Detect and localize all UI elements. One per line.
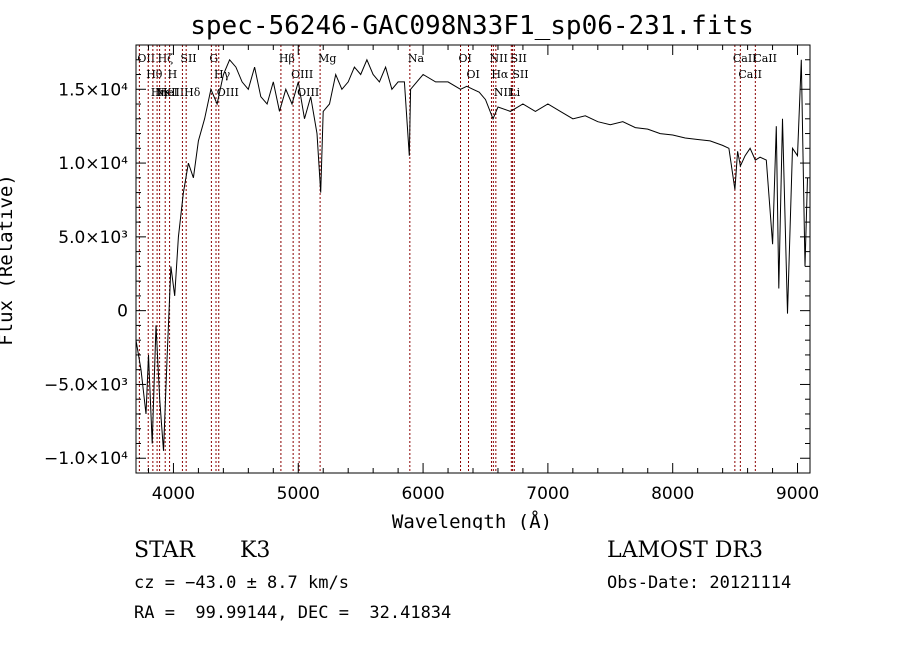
spectrum-line bbox=[135, 58, 808, 451]
y-tick-label: −1.0×10⁴ bbox=[44, 449, 128, 469]
line-marker-label: CaII bbox=[738, 68, 762, 81]
line-marker-label: SII bbox=[511, 52, 527, 65]
x-tick-label: 9000 bbox=[776, 484, 819, 504]
line-marker-label: SII bbox=[180, 52, 196, 65]
line-marker-label: Hη bbox=[151, 86, 167, 99]
line-marker-label: NeIII bbox=[155, 86, 184, 99]
line-marker-label: NII bbox=[494, 86, 512, 99]
y-tick-label: 5.0×10³ bbox=[58, 228, 128, 248]
line-marker-label: OIII bbox=[297, 86, 319, 99]
y-axis: −1.0×10⁴ −5.0×10³ 0 5.0×10³ 1.0×10⁴ 1.5×10⁴ bbox=[44, 44, 810, 469]
line-marker-label: CaII bbox=[753, 52, 777, 65]
line-marker-label: OIII bbox=[291, 68, 313, 81]
line-marker-label: HeI bbox=[158, 86, 178, 99]
y-tick-label: 1.0×10⁴ bbox=[58, 154, 128, 174]
spectrum-series bbox=[135, 58, 808, 451]
x-tick-label: 4000 bbox=[152, 484, 195, 504]
line-marker-label: NII bbox=[489, 52, 507, 65]
object-class: STAR bbox=[134, 538, 195, 563]
y-axis-label: Flux (Relative) bbox=[0, 174, 17, 346]
object-subclass: K3 bbox=[240, 538, 271, 563]
x-tick-label: 5000 bbox=[277, 484, 320, 504]
line-marker-label: OII bbox=[137, 52, 155, 65]
coordinates: RA = 99.99144, DEC = 32.41834 bbox=[134, 603, 452, 623]
line-markers: OIIHθHηNeIIIHζHeIKHSIIHδGHγOIIIHβOIIIOII… bbox=[137, 45, 777, 473]
line-marker-label: H bbox=[168, 68, 178, 81]
line-marker-label: Li bbox=[509, 86, 520, 99]
line-marker-label: CaII bbox=[733, 52, 757, 65]
line-marker-label: SII bbox=[512, 68, 528, 81]
x-tick-label: 8000 bbox=[651, 484, 694, 504]
survey-name: LAMOST DR3 bbox=[607, 538, 763, 563]
y-tick-label: −5.0×10³ bbox=[44, 375, 128, 395]
spectrum-chart: spec-56246-GAC098N33F1_sp06-231.fits OII… bbox=[0, 11, 819, 530]
y-tick-label: 0 bbox=[117, 302, 128, 322]
redshift-velocity: cz = −43.0 ± 8.7 km/s bbox=[134, 573, 349, 593]
line-marker-label: OIII bbox=[217, 86, 239, 99]
line-marker-label: Hα bbox=[491, 68, 509, 81]
x-axis-label: Wavelength (Å) bbox=[392, 510, 552, 530]
line-marker-label: Hγ bbox=[214, 68, 231, 81]
line-marker-label: K bbox=[163, 86, 172, 99]
line-marker-label: Mg bbox=[318, 52, 336, 65]
observation-date: Obs-Date: 20121114 bbox=[607, 573, 792, 593]
line-marker-label: OI bbox=[467, 68, 480, 81]
y-tick-label: 1.5×10⁴ bbox=[58, 80, 128, 100]
chart-title: spec-56246-GAC098N33F1_sp06-231.fits bbox=[190, 11, 754, 41]
x-tick-label: 6000 bbox=[401, 484, 444, 504]
line-marker-label: OI bbox=[459, 52, 472, 65]
line-marker-label: G bbox=[209, 52, 218, 65]
x-tick-label: 7000 bbox=[526, 484, 569, 504]
x-axis: 4000 5000 6000 7000 8000 9000 bbox=[147, 45, 819, 504]
line-marker-label: Hδ bbox=[184, 86, 201, 99]
plot-frame bbox=[135, 44, 811, 474]
line-marker-label: Hθ bbox=[146, 68, 163, 81]
line-marker-label: Na bbox=[408, 52, 425, 65]
line-marker-label: Hβ bbox=[279, 52, 295, 65]
